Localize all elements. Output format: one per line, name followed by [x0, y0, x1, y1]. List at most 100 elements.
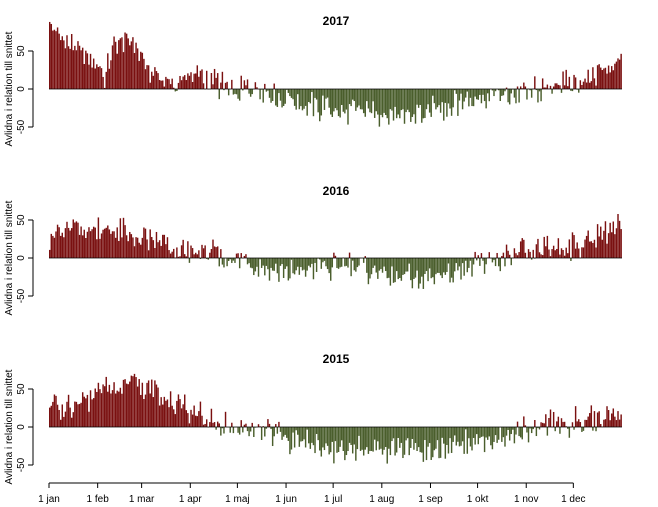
- bar: [543, 423, 545, 427]
- bar: [205, 258, 208, 259]
- bar: [362, 427, 365, 456]
- x-tick-label: 1 sep: [418, 494, 443, 505]
- bar: [460, 89, 462, 94]
- bar: [53, 394, 56, 427]
- bar: [421, 427, 423, 453]
- bar: [99, 238, 101, 258]
- bar: [425, 427, 428, 461]
- bar: [287, 427, 290, 441]
- bar: [576, 421, 578, 427]
- bar: [512, 427, 514, 430]
- bar: [402, 258, 404, 275]
- bar: [78, 403, 81, 427]
- bar: [378, 258, 381, 271]
- bars: [49, 214, 622, 289]
- bar: [56, 224, 59, 258]
- bar: [196, 416, 199, 427]
- bar: [264, 427, 266, 437]
- bar: [154, 380, 156, 427]
- bar: [567, 86, 569, 89]
- bar: [218, 89, 220, 100]
- bar: [582, 81, 585, 89]
- bar: [303, 427, 305, 440]
- bar: [578, 248, 580, 258]
- bar: [224, 82, 227, 89]
- bar: [209, 252, 211, 258]
- bar: [267, 258, 269, 270]
- bar: [246, 79, 249, 89]
- bar: [620, 414, 622, 427]
- bar: [135, 377, 137, 427]
- bar: [526, 89, 528, 100]
- bar: [590, 241, 593, 258]
- bar: [298, 258, 301, 275]
- bar: [55, 395, 57, 427]
- bar: [107, 391, 109, 427]
- bar: [347, 89, 349, 125]
- bar: [160, 80, 162, 89]
- bar: [596, 412, 599, 427]
- bar: [254, 82, 257, 89]
- bar: [278, 89, 280, 94]
- bar: [231, 79, 233, 89]
- bar: [388, 89, 390, 125]
- bar: [469, 89, 472, 98]
- bar: [275, 258, 277, 264]
- bar: [91, 229, 93, 258]
- bar: [546, 427, 549, 436]
- x-tick-label: 1 okt: [467, 494, 489, 505]
- bar: [381, 427, 384, 455]
- bar: [582, 427, 585, 431]
- bar: [417, 427, 420, 448]
- bar: [190, 409, 192, 427]
- bar: [110, 60, 112, 89]
- bar: [340, 427, 343, 441]
- bar: [229, 258, 231, 260]
- bar: [229, 427, 231, 433]
- bar: [465, 427, 467, 430]
- bar: [439, 427, 442, 458]
- bar: [427, 427, 429, 447]
- bar: [165, 244, 167, 258]
- bar: [510, 258, 512, 266]
- bar: [325, 427, 327, 444]
- bar: [238, 89, 241, 101]
- bar: [193, 254, 195, 258]
- bar: [590, 405, 593, 427]
- bar: [195, 73, 197, 89]
- bar: [438, 258, 440, 273]
- bar: [490, 427, 492, 446]
- bar: [425, 89, 428, 110]
- bar: [400, 427, 403, 443]
- bar: [416, 427, 418, 452]
- bar: [223, 258, 225, 268]
- bar: [166, 78, 169, 89]
- bar: [185, 80, 188, 89]
- bar: [235, 89, 238, 95]
- bar: [615, 420, 618, 427]
- bar: [362, 89, 365, 114]
- x-tick-label: 1 aug: [369, 494, 394, 505]
- bar: [268, 423, 271, 427]
- bar: [251, 258, 253, 269]
- bar: [543, 236, 545, 258]
- bar: [188, 75, 191, 89]
- bar: [204, 423, 206, 427]
- bar: [289, 427, 291, 455]
- bar: [246, 258, 249, 265]
- bar: [405, 89, 407, 113]
- bar: [326, 89, 329, 98]
- bar: [355, 89, 357, 111]
- bar: [202, 424, 205, 427]
- bar: [546, 84, 549, 89]
- bar: [205, 419, 208, 427]
- bar: [535, 89, 538, 91]
- bar: [585, 82, 588, 89]
- bar: [399, 427, 401, 448]
- bar: [188, 258, 191, 263]
- bar: [554, 83, 556, 89]
- bar: [532, 427, 534, 430]
- panel-2016: 2016 Avlidna i relation till snittet -50…: [4, 184, 622, 315]
- bar: [441, 258, 443, 279]
- bar: [107, 53, 109, 89]
